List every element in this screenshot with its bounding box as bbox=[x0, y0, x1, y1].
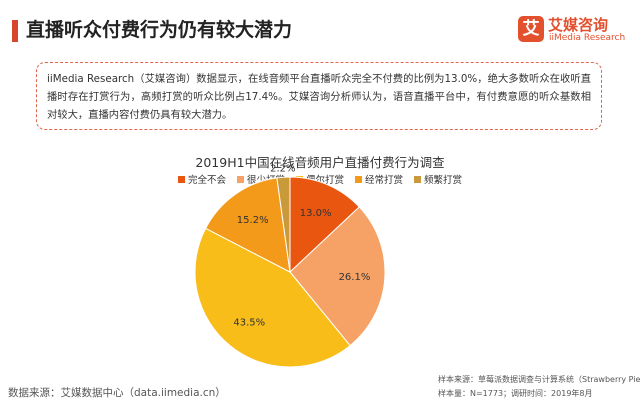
pie-slice bbox=[204, 177, 291, 273]
pie-data-label: 13.0% bbox=[300, 208, 332, 219]
chart-title: 2019H1中国在线音频用户直播付费行为调查 bbox=[195, 155, 445, 170]
pie-data-label: 15.2% bbox=[237, 215, 269, 226]
brand-mark-icon: 艾 bbox=[518, 16, 544, 42]
pie-slice bbox=[289, 176, 360, 274]
legend-label: 频繁打赏 bbox=[424, 175, 463, 186]
sample-note: 样本来源：草莓派数据调查与计算系统（Strawberry Pie） 样本量：N=… bbox=[438, 373, 640, 401]
pie-slice bbox=[289, 206, 386, 347]
legend-swatch bbox=[414, 175, 422, 183]
legend-item: 经常打赏 bbox=[355, 172, 403, 186]
legend-item: 完全不会 bbox=[177, 172, 226, 186]
page-title: 直播听众付费行为仍有较大潜力 bbox=[26, 19, 293, 41]
legend-swatch bbox=[236, 175, 244, 183]
pie-data-label: 43.5% bbox=[233, 318, 265, 329]
legend-swatch bbox=[355, 175, 362, 183]
sample-source: 样本来源：草莓派数据调查与计算系统（Strawberry Pie） bbox=[438, 375, 640, 384]
legend-label: 经常打赏 bbox=[365, 175, 404, 186]
legend-swatch bbox=[177, 175, 185, 183]
legend-item: 频繁打赏 bbox=[414, 172, 462, 186]
legend-label: 偶尔打赏 bbox=[305, 175, 344, 186]
pie-slice bbox=[194, 227, 351, 368]
pie-data-label: 2.2% bbox=[270, 164, 295, 175]
title-accent-bar bbox=[12, 20, 18, 42]
brand-logo: 艾 艾媒咨询 iiMedia Research bbox=[518, 12, 630, 48]
pie-data-label: 26.1% bbox=[339, 272, 371, 283]
data-source-note: 数据来源：艾媒数据中心（data.iimedia.cn） bbox=[8, 387, 226, 399]
pie-slice bbox=[276, 176, 291, 273]
legend-label: 完全不会 bbox=[187, 175, 226, 186]
summary-box: iiMedia Research（艾媒咨询）数据显示，在线音频平台直播听众完全不… bbox=[36, 62, 602, 130]
sample-info: 样本量：N=1773；调研时间：2019年8月 bbox=[438, 389, 593, 398]
brand-name-en: iiMedia Research bbox=[549, 33, 626, 43]
brand-name-cn: 艾媒咨询 bbox=[548, 16, 609, 34]
